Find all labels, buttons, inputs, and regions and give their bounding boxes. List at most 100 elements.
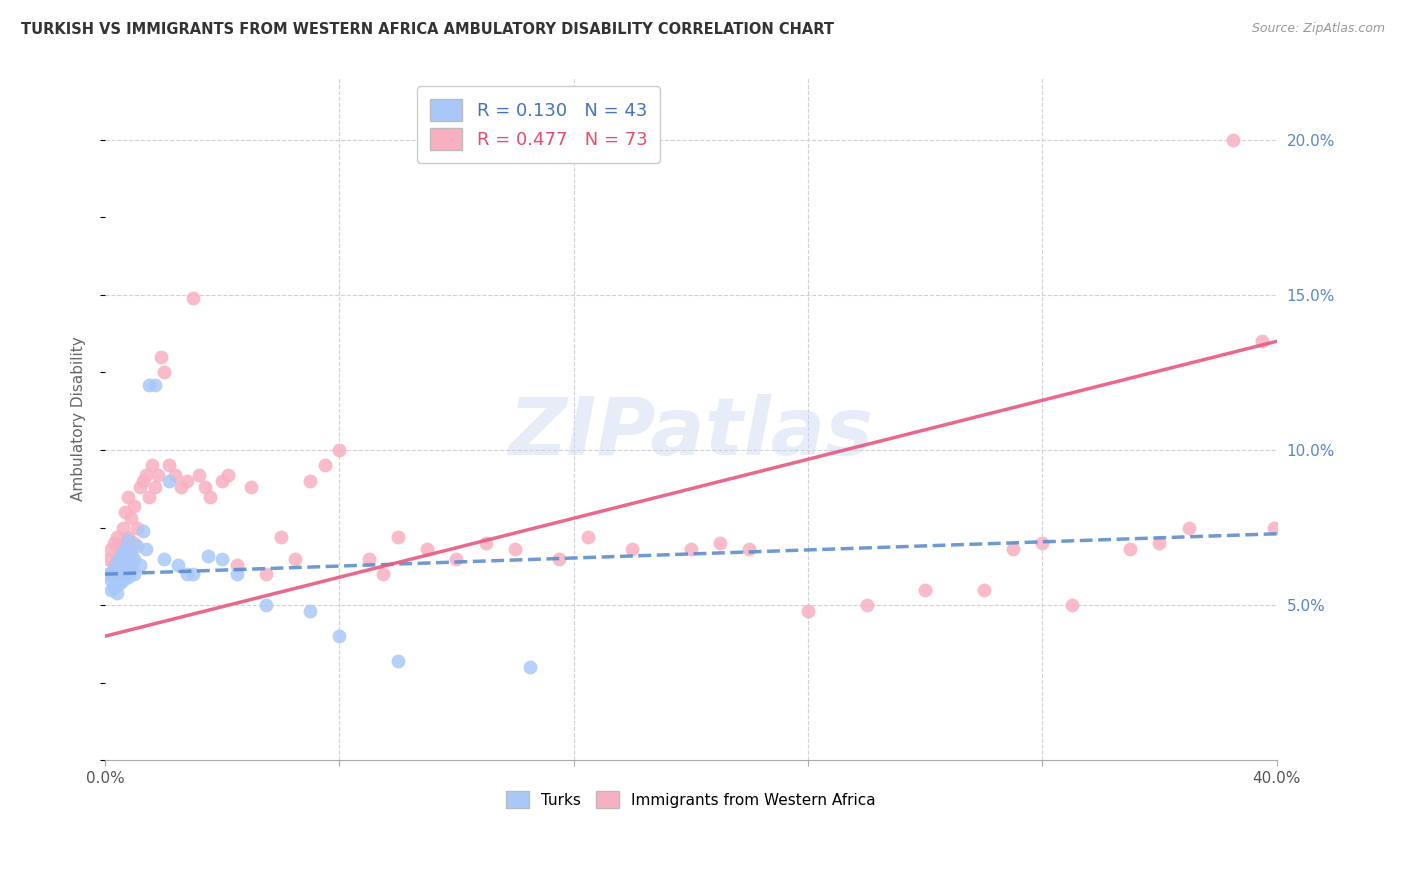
Point — [103, 536, 125, 550]
Point — [387, 654, 409, 668]
Point — [135, 542, 157, 557]
Point — [159, 474, 181, 488]
Point — [1222, 132, 1244, 146]
Point — [357, 551, 380, 566]
Point — [738, 542, 761, 557]
Point — [328, 442, 350, 457]
Point — [387, 530, 409, 544]
Point — [621, 542, 644, 557]
Point — [240, 480, 263, 494]
Point — [1031, 536, 1053, 550]
Point — [108, 542, 131, 557]
Point — [181, 567, 204, 582]
Point — [138, 490, 160, 504]
Point — [114, 542, 136, 557]
Point — [135, 467, 157, 482]
Point — [120, 549, 142, 563]
Y-axis label: Ambulatory Disability: Ambulatory Disability — [72, 336, 86, 501]
Point — [200, 490, 222, 504]
Point — [254, 598, 277, 612]
Point — [138, 377, 160, 392]
Text: Source: ZipAtlas.com: Source: ZipAtlas.com — [1251, 22, 1385, 36]
Point — [143, 377, 166, 392]
Point — [97, 567, 120, 582]
Point — [111, 558, 134, 572]
Point — [416, 542, 439, 557]
Text: TURKISH VS IMMIGRANTS FROM WESTERN AFRICA AMBULATORY DISABILITY CORRELATION CHAR: TURKISH VS IMMIGRANTS FROM WESTERN AFRIC… — [21, 22, 834, 37]
Point — [117, 570, 139, 584]
Point — [914, 582, 936, 597]
Point — [548, 551, 571, 566]
Point — [97, 551, 120, 566]
Point — [117, 558, 139, 572]
Point — [225, 558, 247, 572]
Point — [855, 598, 877, 612]
Point — [120, 561, 142, 575]
Point — [519, 660, 541, 674]
Point — [143, 480, 166, 494]
Point — [105, 586, 128, 600]
Point — [197, 549, 219, 563]
Point — [105, 567, 128, 582]
Point — [1149, 536, 1171, 550]
Point — [100, 567, 122, 582]
Point — [299, 604, 322, 618]
Point — [111, 545, 134, 559]
Point — [284, 551, 307, 566]
Point — [165, 467, 187, 482]
Point — [217, 467, 239, 482]
Point — [1060, 598, 1083, 612]
Point — [105, 551, 128, 566]
Point — [132, 474, 155, 488]
Point — [127, 539, 149, 553]
Point — [576, 530, 599, 544]
Point — [127, 520, 149, 534]
Point — [120, 542, 142, 557]
Point — [1263, 520, 1285, 534]
Legend: Turks, Immigrants from Western Africa: Turks, Immigrants from Western Africa — [499, 785, 882, 814]
Point — [103, 558, 125, 572]
Point — [108, 551, 131, 566]
Point — [1251, 334, 1274, 349]
Point — [103, 561, 125, 575]
Point — [105, 530, 128, 544]
Point — [124, 536, 146, 550]
Point — [299, 474, 322, 488]
Point — [146, 467, 169, 482]
Point — [679, 542, 702, 557]
Point — [103, 580, 125, 594]
Point — [132, 524, 155, 538]
Point — [709, 536, 731, 550]
Point — [114, 536, 136, 550]
Point — [159, 458, 181, 473]
Point — [100, 582, 122, 597]
Point — [100, 542, 122, 557]
Point — [120, 511, 142, 525]
Point — [124, 567, 146, 582]
Point — [225, 567, 247, 582]
Point — [114, 567, 136, 582]
Point — [149, 350, 172, 364]
Point — [1119, 542, 1142, 557]
Point — [129, 480, 152, 494]
Point — [211, 551, 233, 566]
Point — [114, 505, 136, 519]
Point — [1002, 542, 1025, 557]
Point — [100, 574, 122, 588]
Point — [170, 480, 193, 494]
Point — [117, 490, 139, 504]
Point — [973, 582, 995, 597]
Point — [141, 458, 163, 473]
Point — [328, 629, 350, 643]
Point — [108, 564, 131, 578]
Point — [108, 567, 131, 582]
Point — [475, 536, 498, 550]
Point — [211, 474, 233, 488]
Point — [176, 567, 198, 582]
Point — [1178, 520, 1201, 534]
Point — [314, 458, 336, 473]
Point — [108, 576, 131, 591]
Point — [152, 551, 174, 566]
Point — [111, 574, 134, 588]
Point — [194, 480, 217, 494]
